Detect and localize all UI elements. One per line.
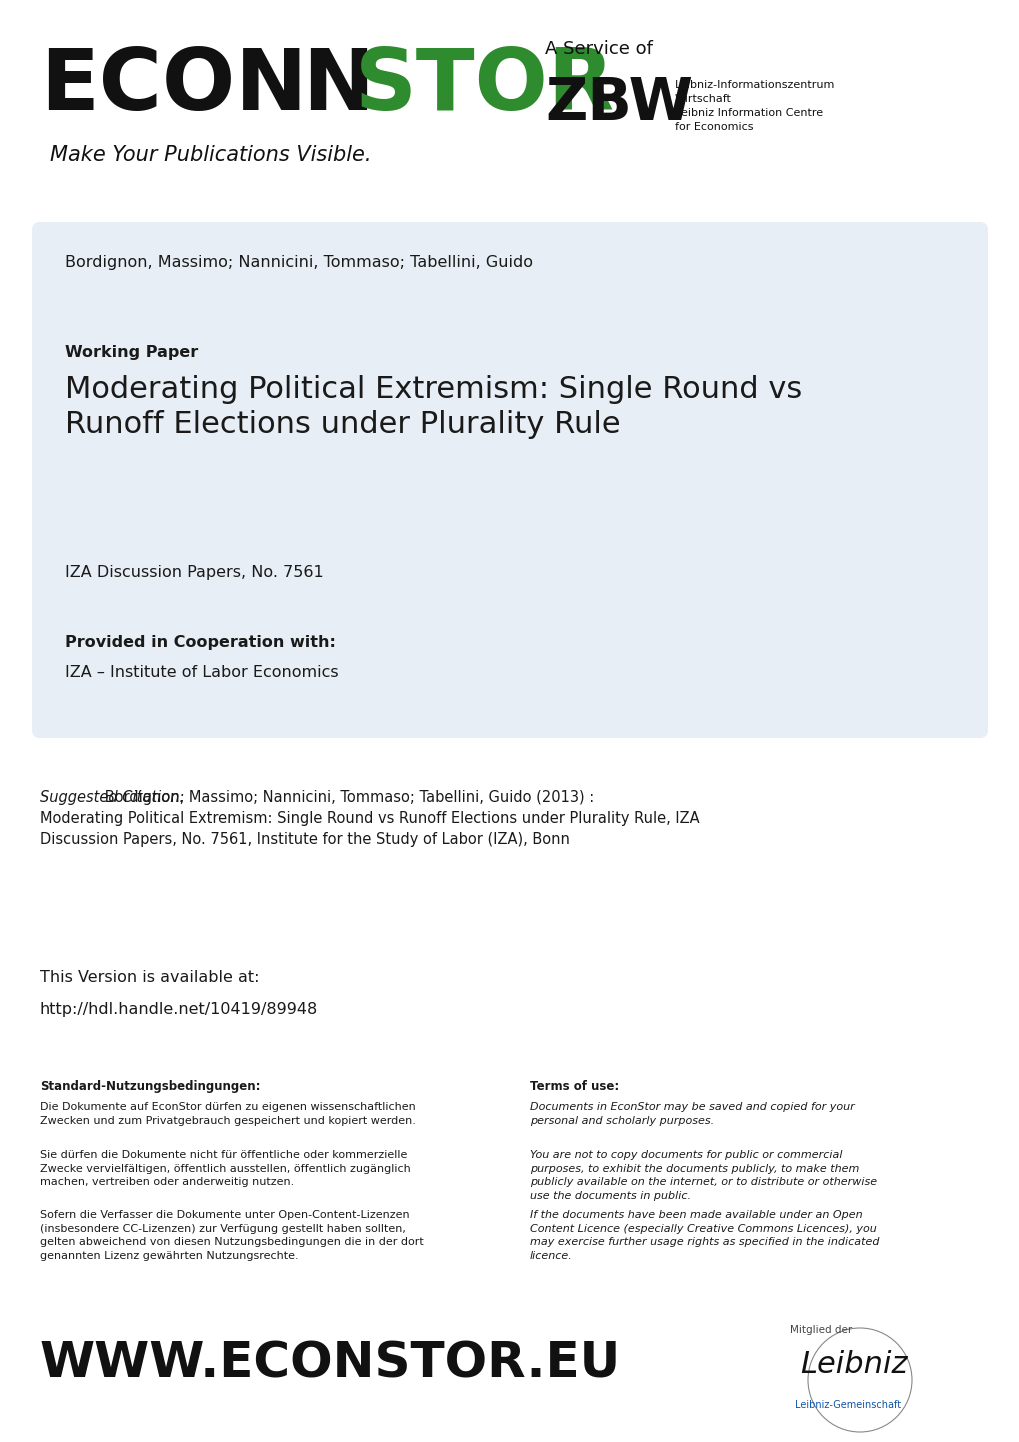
Text: Die Dokumente auf EconStor dürfen zu eigenen wissenschaftlichen
Zwecken und zum : Die Dokumente auf EconStor dürfen zu eig… xyxy=(40,1102,416,1126)
Text: WWW.ECONSTOR.EU: WWW.ECONSTOR.EU xyxy=(40,1340,621,1389)
Text: Mitglied der: Mitglied der xyxy=(790,1325,852,1335)
Text: Standard-Nutzungsbedingungen:: Standard-Nutzungsbedingungen: xyxy=(40,1080,260,1093)
Text: Leibniz-Gemeinschaft: Leibniz-Gemeinschaft xyxy=(794,1400,900,1410)
Text: IZA – Institute of Labor Economics: IZA – Institute of Labor Economics xyxy=(65,665,338,681)
Text: You are not to copy documents for public or commercial
purposes, to exhibit the : You are not to copy documents for public… xyxy=(530,1151,876,1201)
Text: N: N xyxy=(302,45,374,128)
Text: Sofern die Verfasser die Dokumente unter Open-Content-Lizenzen
(insbesondere CC-: Sofern die Verfasser die Dokumente unter… xyxy=(40,1210,423,1260)
Text: http://hdl.handle.net/10419/89948: http://hdl.handle.net/10419/89948 xyxy=(40,1002,318,1017)
Text: If the documents have been made available under an Open
Content Licence (especia: If the documents have been made availabl… xyxy=(530,1210,878,1260)
FancyBboxPatch shape xyxy=(32,222,987,738)
Text: Bordignon, Massimo; Nannicini, Tommaso; Tabellini, Guido: Bordignon, Massimo; Nannicini, Tommaso; … xyxy=(65,255,533,270)
Text: Bordignon, Massimo; Nannicini, Tommaso; Tabellini, Guido (2013) :
Moderating Pol: Bordignon, Massimo; Nannicini, Tommaso; … xyxy=(40,790,699,846)
Text: A Service of: A Service of xyxy=(544,40,652,58)
Text: Make Your Publications Visible.: Make Your Publications Visible. xyxy=(50,146,371,164)
Text: Moderating Political Extremism: Single Round vs
Runoff Elections under Plurality: Moderating Political Extremism: Single R… xyxy=(65,375,802,438)
Text: STOR: STOR xyxy=(355,45,614,128)
Text: Terms of use:: Terms of use: xyxy=(530,1080,619,1093)
Text: ZBW: ZBW xyxy=(544,75,692,133)
Text: ECON: ECON xyxy=(40,45,307,128)
Text: Documents in EconStor may be saved and copied for your
personal and scholarly pu: Documents in EconStor may be saved and c… xyxy=(530,1102,854,1126)
Text: IZA Discussion Papers, No. 7561: IZA Discussion Papers, No. 7561 xyxy=(65,565,323,580)
Text: Sie dürfen die Dokumente nicht für öffentliche oder kommerzielle
Zwecke vervielf: Sie dürfen die Dokumente nicht für öffen… xyxy=(40,1151,411,1187)
Text: Provided in Cooperation with:: Provided in Cooperation with: xyxy=(65,634,335,650)
Text: Leibniz: Leibniz xyxy=(799,1350,907,1379)
Text: This Version is available at:: This Version is available at: xyxy=(40,970,259,985)
Text: Working Paper: Working Paper xyxy=(65,345,198,360)
Text: Suggested Citation:: Suggested Citation: xyxy=(40,790,184,805)
Text: Leibniz-Informationszentrum
Wirtschaft
Leibniz Information Centre
for Economics: Leibniz-Informationszentrum Wirtschaft L… xyxy=(675,79,835,133)
